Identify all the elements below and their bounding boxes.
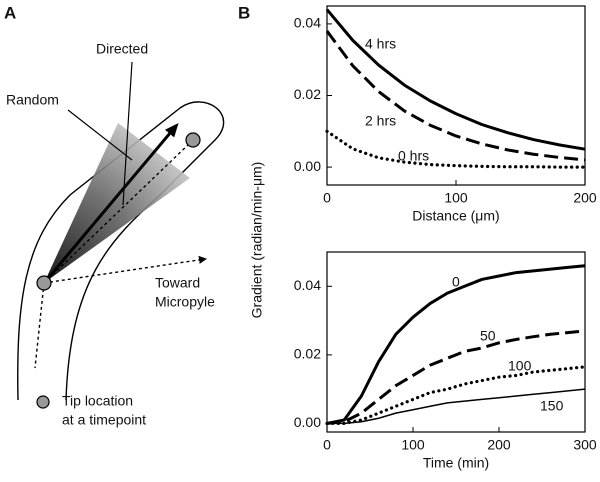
y-tick-label: 0.04 — [294, 277, 321, 293]
series-line — [326, 329, 586, 425]
random-label: Random — [6, 92, 59, 108]
panel-label: B — [238, 3, 250, 22]
series-line — [325, 8, 586, 151]
plot-frame — [326, 5, 586, 186]
x-axis-title: Distance (μm) — [412, 208, 499, 224]
toward-label: Micropyle — [155, 294, 215, 310]
y-tick-label: 0.02 — [294, 86, 321, 102]
plot-frame — [326, 251, 586, 433]
directed-label: Directed — [96, 41, 148, 57]
series-label: 50 — [480, 328, 496, 344]
x-tick-label: 0 — [323, 190, 331, 206]
panel-label: A — [4, 3, 16, 22]
tip-path — [43, 142, 191, 284]
tube-outline — [17, 101, 225, 401]
tip-marker — [36, 275, 52, 291]
series-line — [325, 30, 586, 162]
directed-arrow — [42, 122, 179, 284]
x-tick-label: 100 — [401, 437, 425, 453]
series-label: 100 — [508, 358, 532, 374]
leader-line — [122, 61, 133, 206]
random-wedge — [44, 123, 190, 283]
y-axis-title: Gradient (radian/min-μm) — [249, 162, 265, 319]
x-tick-label: 100 — [444, 190, 468, 206]
x-tick-label: 300 — [573, 437, 597, 453]
series-line — [326, 264, 586, 425]
past-path — [34, 282, 45, 369]
series-label: 0 hrs — [398, 148, 429, 164]
legend-marker — [36, 395, 50, 409]
series-label: 4 hrs — [365, 36, 396, 52]
tip-label: at a timepoint — [62, 412, 146, 428]
y-tick-label: 0.04 — [294, 15, 321, 31]
series-label: 150 — [540, 398, 564, 414]
series-line — [325, 129, 587, 169]
series-label: 2 hrs — [365, 113, 396, 129]
toward-label: Toward — [155, 275, 200, 291]
tip-marker — [185, 132, 201, 148]
y-tick-label: 0.02 — [294, 346, 321, 362]
y-tick-label: 0.00 — [294, 158, 321, 174]
x-axis-title: Time (min) — [423, 455, 489, 471]
series-label: 0 — [452, 274, 460, 290]
diagram: Directed Random Toward Micropyle Tip loc… — [6, 41, 225, 428]
tip-label: Tip location — [62, 393, 133, 409]
leader-line — [67, 109, 133, 161]
y-tick-label: 0.00 — [294, 414, 321, 430]
x-tick-label: 0 — [323, 437, 331, 453]
x-tick-label: 200 — [573, 190, 597, 206]
series-line — [325, 365, 587, 426]
x-tick-label: 200 — [487, 437, 511, 453]
series-line — [327, 388, 586, 425]
